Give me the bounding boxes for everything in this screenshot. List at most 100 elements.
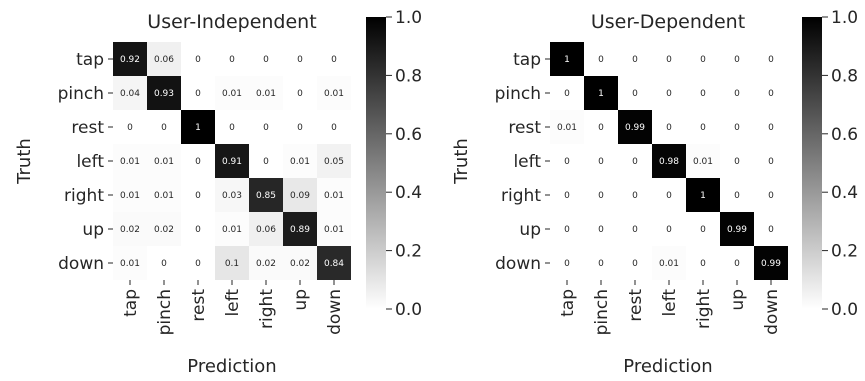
cell-value-label: 0	[666, 191, 672, 201]
heatmap-cell	[618, 212, 652, 246]
cell-value-label: 0	[666, 55, 672, 65]
cell-value-label: 0	[768, 225, 774, 235]
heatmap-cell	[215, 76, 249, 110]
heatmap-cell	[686, 212, 720, 246]
x-tick-label: up	[728, 289, 748, 311]
cell-value-label: 0.01	[222, 89, 242, 99]
heatmap-cell	[720, 110, 754, 144]
heatmap-cell	[317, 42, 351, 76]
heatmap-cell	[249, 212, 283, 246]
x-tick-label: right	[694, 289, 714, 329]
cell-value-label: 0	[666, 123, 672, 133]
heatmap-cell	[584, 212, 618, 246]
cell-value-label: 0	[263, 123, 269, 133]
heatmap-cell	[249, 76, 283, 110]
heatmap-cell	[686, 42, 720, 76]
cell-value-label: 1	[700, 191, 706, 201]
heatmap-cell	[215, 42, 249, 76]
heatmap-cell	[147, 110, 181, 144]
heatmap-cell	[754, 42, 788, 76]
cell-value-label: 0.02	[154, 225, 174, 235]
colorbar-tick-label: 0.4	[395, 183, 422, 203]
cell-value-label: 1	[195, 123, 201, 133]
cell-value-label: 0	[564, 259, 570, 269]
cell-value-label: 0.01	[693, 157, 713, 167]
cell-value-label: 0.02	[120, 225, 140, 235]
cell-value-label: 0.01	[290, 157, 310, 167]
cell-value-label: 0	[564, 191, 570, 201]
heatmap-cell	[215, 212, 249, 246]
cell-value-label: 0	[768, 55, 774, 65]
cell-value-label: 0	[564, 157, 570, 167]
heatmap-cell	[550, 76, 584, 110]
colorbar-tick-label: 0.2	[831, 242, 858, 262]
heatmap-cell	[754, 212, 788, 246]
heatmap-cell	[283, 42, 317, 76]
heatmap-cell	[652, 178, 686, 212]
colorbar-tick-label: 1.0	[831, 8, 858, 28]
colorbar	[802, 17, 822, 309]
heatmap-panel-1: User-Dependent 1 0 0 0 0 0 0 0 1 0 0 0 0 0 0.01 0 0.99 0 0 0…	[451, 8, 858, 377]
cell-value-label: 0	[331, 55, 337, 65]
cell-value-label: 0	[195, 89, 201, 99]
cell-value-label: 0	[229, 55, 235, 65]
heatmap-cell	[249, 178, 283, 212]
heatmap-cell	[283, 246, 317, 280]
cell-value-label: 0.01	[256, 89, 276, 99]
heatmap-cell	[249, 144, 283, 178]
cell-value-label: 0	[700, 225, 706, 235]
cell-value-label: 0.01	[154, 157, 174, 167]
heatmap-cell	[113, 212, 147, 246]
heatmap-cell	[181, 246, 215, 280]
heatmap-cell	[181, 212, 215, 246]
cell-value-label: 0.01	[120, 157, 140, 167]
heatmap-cell	[618, 110, 652, 144]
x-tick-label: down	[325, 289, 345, 335]
cell-value-label: 0	[195, 157, 201, 167]
heatmap-cell	[720, 246, 754, 280]
cell-value-label: 0	[195, 259, 201, 269]
y-tick-label: up	[82, 220, 104, 240]
heatmap-cell	[618, 144, 652, 178]
chart-title: User-Independent	[147, 11, 316, 33]
cell-value-label: 0	[632, 259, 638, 269]
cell-value-label: 0.89	[290, 225, 310, 235]
cell-value-label: 0	[734, 191, 740, 201]
cell-value-label: 0	[768, 89, 774, 99]
heatmap-cell	[754, 110, 788, 144]
heatmap-cell	[550, 144, 584, 178]
heatmap-cell	[215, 110, 249, 144]
cell-value-label: 0	[564, 89, 570, 99]
heatmap-cell	[249, 110, 283, 144]
chart-title: User-Dependent	[591, 11, 745, 33]
cell-value-label: 0	[700, 123, 706, 133]
cell-value-label: 0.92	[120, 55, 140, 65]
heatmap-cell	[652, 42, 686, 76]
cell-value-label: 0.84	[324, 259, 344, 269]
cell-value-label: 0.01	[659, 259, 679, 269]
colorbar	[366, 17, 386, 309]
cell-value-label: 0	[666, 225, 672, 235]
heatmap-cell	[113, 246, 147, 280]
cell-value-label: 0	[161, 123, 167, 133]
cell-value-label: 0.05	[324, 157, 344, 167]
heatmap-cell	[147, 76, 181, 110]
cell-value-label: 0	[297, 123, 303, 133]
cell-value-label: 0	[127, 123, 133, 133]
y-tick-label: down	[495, 254, 541, 274]
cell-value-label: 0.01	[120, 191, 140, 201]
cell-value-label: 0	[700, 55, 706, 65]
x-tick-label: right	[257, 289, 277, 329]
heatmap-cell	[686, 246, 720, 280]
cell-value-label: 0.99	[727, 225, 747, 235]
heatmap-cell	[181, 144, 215, 178]
heatmap-cell	[181, 42, 215, 76]
heatmap-cell	[317, 110, 351, 144]
cell-value-label: 0	[632, 55, 638, 65]
heatmap-cell	[686, 76, 720, 110]
heatmap-cell	[686, 178, 720, 212]
cell-value-label: 1	[598, 89, 604, 99]
cell-value-label: 0.91	[222, 157, 242, 167]
heatmap-cell	[317, 178, 351, 212]
